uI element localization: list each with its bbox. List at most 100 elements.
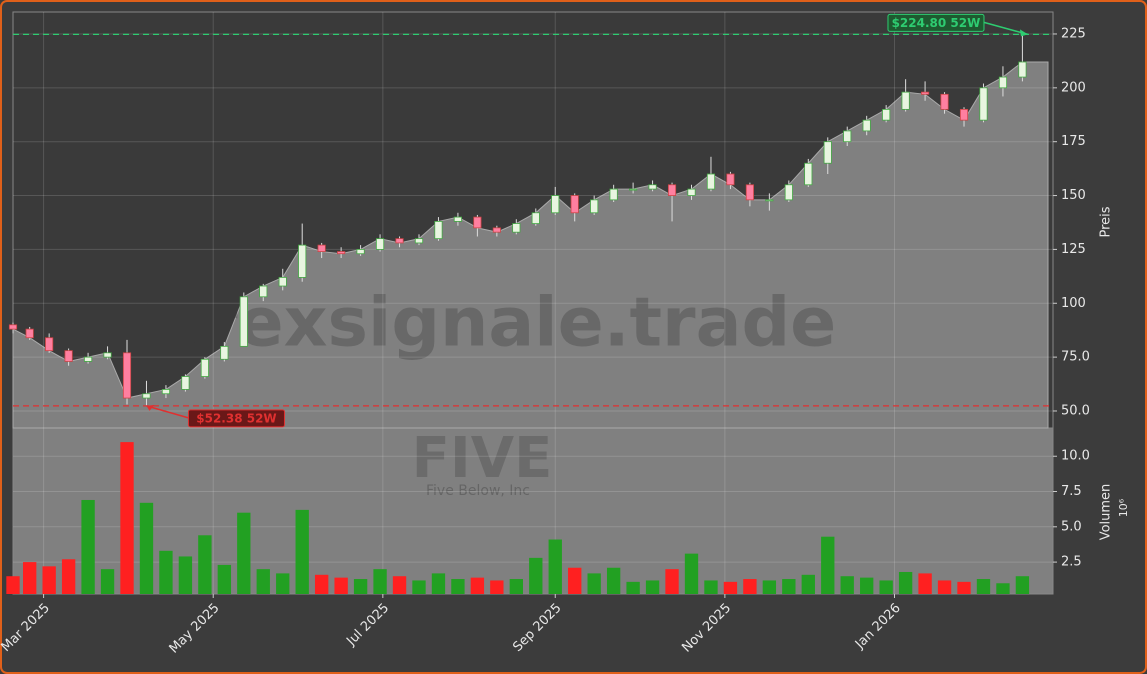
watermark: forexsignale.trade [128, 284, 837, 363]
candle-body [434, 221, 443, 240]
volume-bar [256, 569, 270, 594]
volume-bar [6, 576, 20, 594]
y-tick-label: 50.0 [1061, 403, 1090, 418]
volume-bar [626, 581, 640, 594]
candle-body [45, 337, 54, 352]
candle-body [804, 162, 813, 186]
candle-body [609, 188, 618, 201]
candle-body [375, 238, 385, 250]
volume-bar [723, 581, 738, 594]
candle-body [882, 108, 891, 121]
candle-body [473, 216, 482, 229]
volume-bar [782, 579, 796, 594]
volume-bar [412, 580, 426, 594]
candle-body [862, 119, 871, 132]
candle-body [317, 244, 326, 252]
y2-axis-unit: 10⁶ [1117, 498, 1130, 517]
volume-bar [276, 573, 290, 594]
volume-bar [295, 509, 309, 594]
volume-bar [743, 579, 757, 594]
y-tick-label: 100 [1061, 296, 1086, 311]
candle-body [1018, 61, 1027, 78]
volume-bar [645, 580, 660, 594]
volume-bar [509, 579, 523, 594]
candle-body [959, 108, 969, 121]
volume-bar [42, 566, 56, 594]
volume-bar [392, 576, 407, 594]
candle-body [200, 358, 209, 377]
volume-bar [879, 580, 893, 594]
candle-body [921, 91, 930, 95]
volume-bar [100, 569, 115, 594]
volume-bar [957, 581, 971, 594]
volume-bar [704, 580, 718, 594]
candle-body [453, 216, 462, 222]
y2-axis-label: Volumen [1099, 484, 1114, 541]
volume-bar [217, 564, 232, 594]
candle-body [590, 199, 599, 214]
candle-body [84, 356, 93, 362]
volume-bar [61, 559, 76, 594]
volume-bar [334, 577, 348, 594]
annotation-arrowhead [1019, 29, 1028, 37]
candle-body [25, 328, 34, 339]
candle-body [823, 141, 832, 164]
y-tick-label: 200 [1061, 80, 1086, 95]
candle-body [103, 352, 112, 358]
candle-body [687, 188, 696, 196]
candle-body [220, 345, 229, 360]
candle-body [356, 249, 365, 255]
volume-bar [996, 583, 1010, 594]
company-watermark: Five Below, Inc [426, 483, 530, 499]
y-tick-label: 75.0 [1061, 350, 1090, 365]
volume-bar [976, 579, 991, 594]
candle-body [512, 223, 521, 233]
ticker-watermark: FIVE [412, 426, 553, 491]
volume-bar [470, 577, 485, 594]
volume-bar [451, 579, 465, 594]
candle-body [122, 352, 132, 399]
volume-bar [568, 567, 582, 594]
volume-bar [665, 569, 679, 594]
candle-body [414, 238, 424, 244]
volume-bar [801, 574, 815, 594]
candle-body [64, 350, 73, 362]
volume-bar [431, 573, 446, 594]
volume-bar [23, 562, 37, 594]
volume-bar [237, 512, 251, 594]
volume-bar [762, 580, 777, 594]
candle-body [239, 296, 248, 347]
y2-tick-label: 10.0 [1061, 449, 1090, 464]
volume-bar [898, 571, 913, 594]
volume-bar [139, 502, 154, 594]
annotation-box [187, 409, 285, 428]
volume-bar [587, 573, 601, 594]
candle-body [979, 87, 988, 121]
candle-body [901, 91, 910, 110]
volume-bar [1015, 576, 1030, 594]
candle-body [667, 184, 677, 196]
volume-bar [821, 536, 835, 594]
volume-bar [353, 579, 368, 594]
candle-body [745, 184, 754, 201]
candle-body [142, 393, 151, 399]
y-tick-label: 150 [1061, 188, 1086, 203]
annotation-arrowhead [146, 404, 155, 411]
volume-bar [490, 580, 504, 594]
y2-tick-label: 7.5 [1061, 484, 1082, 499]
candle-body [298, 244, 307, 278]
candle-body [551, 195, 560, 214]
y2-tick-label: 5.0 [1061, 519, 1082, 534]
candle-body [765, 199, 774, 202]
volume-bar [860, 577, 874, 594]
y-tick-label: 175 [1061, 134, 1086, 149]
candle-body [706, 173, 716, 190]
volume-bar [548, 539, 562, 594]
volume-bar [314, 574, 329, 594]
annotation-arrow [146, 405, 189, 419]
candle-body [337, 251, 346, 255]
y-tick-label: 125 [1061, 242, 1086, 257]
candle-body [726, 173, 735, 186]
candle-body [648, 184, 657, 190]
